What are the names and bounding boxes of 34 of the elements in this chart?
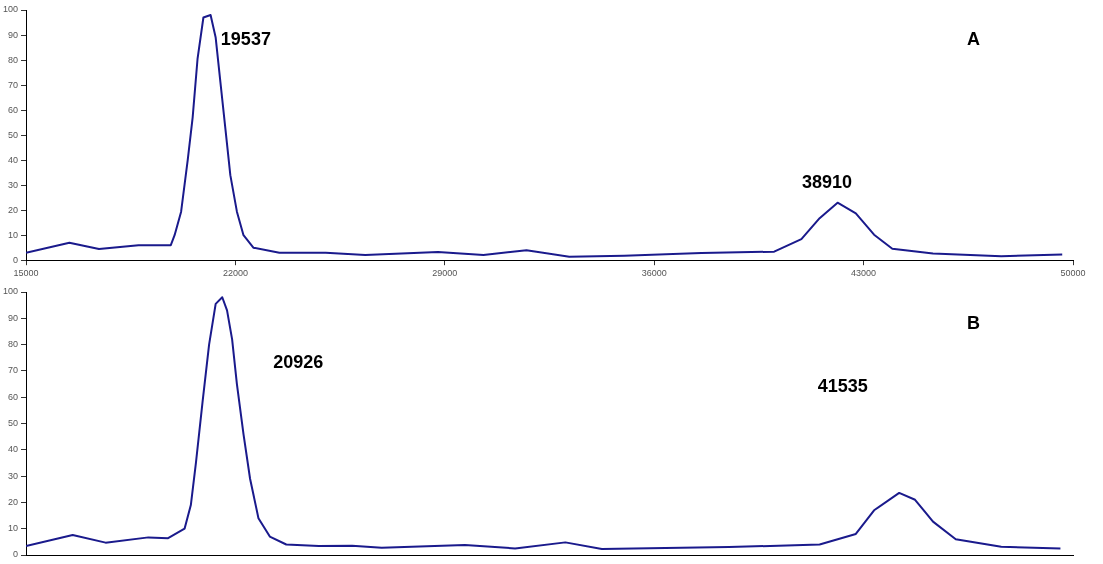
y-tick-label: 30 [8,179,19,190]
y-tick-label: 50 [8,129,19,140]
y-tick-label: 10 [8,229,19,240]
y-tick-label: 10 [8,523,19,534]
annotation: 41535 [817,375,868,396]
y-tick-label: 0 [13,254,19,265]
annotation: B [967,312,981,333]
annotation: 19537 [220,28,271,49]
x-tick-label: 43000 [851,268,877,279]
x-tick-label: 15000 [13,268,39,279]
y-tick-label: 50 [8,417,19,428]
x-tick-label: 50000 [1060,268,1086,279]
x-tick-label: 36000 [641,268,667,279]
annotation: 20926 [273,351,324,372]
y-tick-label: 60 [8,391,19,402]
y-tick-label: 60 [8,104,19,115]
y-tick-label: 70 [8,79,19,90]
x-tick-label: 29000 [432,268,458,279]
y-tick-label: 70 [8,365,19,376]
y-tick-label: 80 [8,339,19,350]
annotation: A [967,28,981,49]
y-tick-label: 40 [8,154,19,165]
y-tick-label: 100 [2,286,19,297]
annotation: 38910 [801,171,852,192]
y-tick-label: 90 [8,29,19,40]
y-tick-label: 40 [8,444,19,455]
y-tick-label: 20 [8,204,19,215]
y-tick-label: 80 [8,54,19,65]
y-tick-label: 20 [8,496,19,507]
y-tick-label: 100 [2,4,19,15]
x-tick-label: 22000 [222,268,248,279]
y-tick-label: 0 [13,549,19,560]
y-tick-label: 90 [8,312,19,323]
y-tick-label: 30 [8,470,19,481]
